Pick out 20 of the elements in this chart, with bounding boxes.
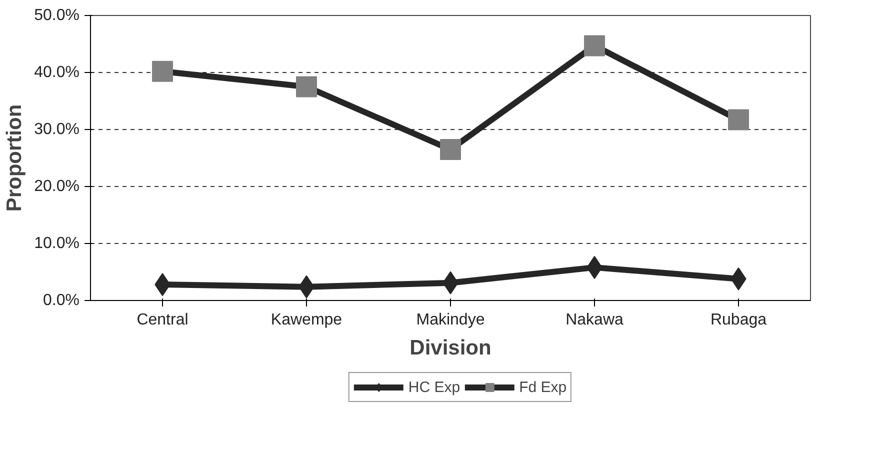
x-tick-label: Nakawa bbox=[566, 312, 624, 328]
point bbox=[728, 109, 749, 130]
y-tick-label: 20.0% bbox=[34, 178, 80, 195]
legend-label: Fd Exp bbox=[519, 378, 567, 396]
x-axis-title: Division bbox=[410, 336, 492, 360]
point bbox=[440, 138, 461, 160]
y-tick-label: 30.0% bbox=[34, 121, 80, 138]
x-tick-label: Rubaga bbox=[710, 312, 767, 328]
point bbox=[584, 35, 605, 56]
y-tick-label: 50.0% bbox=[34, 7, 80, 24]
point bbox=[152, 60, 173, 82]
x-tick-label: Makindye bbox=[416, 312, 485, 328]
point bbox=[296, 76, 317, 98]
y-tick-label: 10.0% bbox=[34, 235, 80, 252]
y-axis-title: Proportion bbox=[3, 104, 26, 212]
x-tick-label: Kawempe bbox=[270, 312, 342, 328]
legend-label: HC Exp bbox=[408, 378, 460, 396]
x-tick-label: Central bbox=[136, 312, 188, 328]
y-tick-label: 0.0% bbox=[43, 292, 80, 309]
y-tick-label: 40.0% bbox=[34, 64, 80, 81]
